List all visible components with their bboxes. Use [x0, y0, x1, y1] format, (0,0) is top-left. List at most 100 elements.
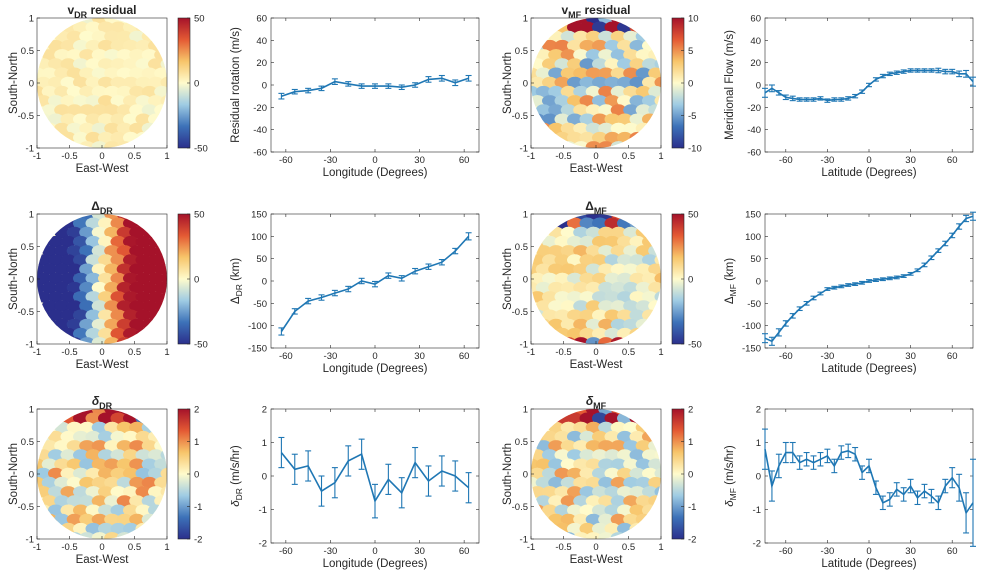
map-cell	[604, 449, 621, 461]
map-cell	[129, 263, 145, 275]
map-cell	[554, 235, 571, 248]
map-cell	[73, 467, 89, 480]
map-cell	[585, 263, 602, 275]
map-cell	[617, 272, 633, 285]
colorbar-tick-label: -50	[194, 144, 208, 155]
error-bar	[817, 451, 824, 467]
map-cell	[116, 226, 133, 239]
y-tick-label: -0.5	[18, 307, 34, 318]
map-cell	[123, 430, 139, 443]
x-axis-label: Latitude (Degrees)	[821, 167, 916, 179]
map-cell	[41, 104, 58, 116]
x-tick-label: 0	[372, 546, 377, 557]
map-cell	[110, 217, 127, 229]
error-bar	[866, 279, 872, 283]
error-bar	[398, 477, 405, 509]
map-cell	[91, 104, 108, 116]
map-cell	[160, 467, 167, 480]
map-cell	[629, 113, 646, 125]
map-cell	[91, 440, 108, 452]
map-cell	[54, 67, 70, 79]
y-tick-label: -1	[753, 505, 761, 516]
map-cell	[579, 39, 596, 52]
map-cell	[629, 504, 646, 516]
error-bar	[963, 69, 970, 78]
x-tick-label: -0.5	[555, 151, 571, 162]
error-bar	[789, 313, 796, 319]
y-tick-label: -1	[520, 340, 528, 351]
y-tick-label: -60	[747, 148, 761, 159]
y-tick-label: -0.5	[18, 502, 34, 513]
map-cell	[110, 449, 127, 461]
y-tick-label: -150	[742, 344, 761, 355]
map-cell	[598, 337, 614, 344]
map-cell	[148, 449, 164, 461]
map-cell	[629, 95, 646, 107]
map-cell	[60, 58, 77, 70]
map-cell	[110, 254, 127, 266]
map-cell	[654, 467, 661, 480]
map-cell	[635, 245, 652, 257]
x-tick-label: -60	[279, 155, 293, 166]
x-axis-label: East-West	[570, 554, 624, 566]
error-bar	[893, 275, 900, 280]
map-cell	[116, 30, 133, 43]
map-cell	[129, 85, 145, 98]
error-bar	[425, 263, 432, 270]
map-cell	[60, 113, 77, 125]
map-cell	[60, 254, 77, 266]
map-cell	[573, 104, 589, 116]
map-cell	[135, 467, 152, 480]
error-bar	[928, 255, 935, 261]
map-cell	[548, 300, 564, 312]
map-cell	[116, 495, 133, 507]
y-tick-label: 0	[756, 472, 761, 483]
map-cell	[642, 486, 658, 498]
x-tick-label: -60	[279, 351, 293, 362]
map-cell	[642, 449, 658, 461]
map-cell	[66, 30, 83, 43]
map-cell	[110, 39, 127, 52]
y-tick-label: 0.5	[515, 437, 528, 448]
map-cell	[585, 337, 602, 344]
colorbar-tick-label: -2	[194, 535, 202, 546]
map-cell	[567, 21, 583, 33]
map-cell	[85, 430, 102, 443]
map-cell	[41, 318, 58, 331]
map-cell	[110, 522, 127, 535]
map-cell	[629, 467, 646, 480]
map-cell	[560, 495, 577, 507]
map-cell	[85, 272, 102, 285]
error-bar	[866, 82, 872, 88]
error-bar	[438, 259, 445, 266]
map-cell	[598, 476, 614, 489]
map-cell	[123, 486, 139, 498]
map-cell	[79, 421, 95, 434]
error-bar	[859, 465, 866, 480]
emf-line-panel: -60 -30 0 30 60 2 1 0 -1 -2 Latitude (Degrees) δMF …	[724, 405, 976, 570]
map-cell	[91, 263, 108, 275]
map-cell	[592, 504, 608, 516]
map-cell	[623, 49, 639, 61]
map-cell	[66, 318, 83, 331]
map-cell	[554, 449, 571, 461]
error-bar	[372, 483, 378, 519]
map-cell	[623, 226, 639, 239]
y-tick-label: -150	[248, 344, 267, 355]
map-cell	[91, 85, 108, 98]
error-bar	[859, 280, 866, 285]
map-cell	[91, 245, 108, 257]
y-tick-label: 1	[523, 14, 528, 25]
x-tick-label: 60	[459, 546, 470, 557]
map-cell	[548, 104, 564, 116]
x-tick-label: 0.5	[128, 347, 141, 358]
map-cell	[60, 449, 77, 461]
error-bar	[872, 480, 879, 495]
disk-cells	[531, 409, 661, 539]
map-cell	[531, 76, 546, 89]
error-bar	[358, 277, 365, 285]
map-cell	[573, 458, 589, 470]
x-tick-label: 0	[593, 542, 598, 553]
map-cell	[54, 85, 70, 98]
map-cell	[573, 513, 589, 526]
